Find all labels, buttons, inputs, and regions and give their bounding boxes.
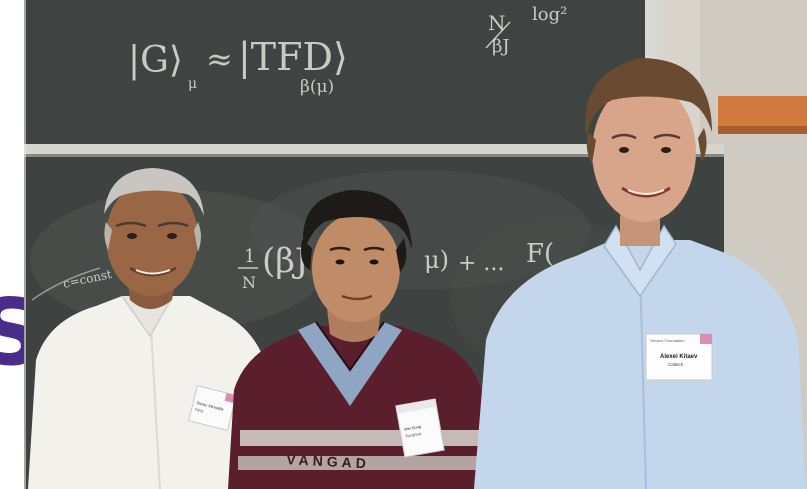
name-badge-middle: Wei Song Tsinghua [395, 398, 445, 458]
badge-right-title: Simons Foundation [650, 338, 684, 343]
badge-middle-line1: Wei Song [404, 424, 422, 432]
name-badge-left: Shiraz Minwalla TIFR [188, 385, 237, 431]
board-divider [24, 144, 724, 156]
badge-middle-line2: Tsinghua [405, 431, 422, 439]
badge-right-name: Alexei Kitaev [660, 354, 698, 360]
chalk-sub-mu: μ [188, 76, 197, 92]
badge-right-affil: Caltech [668, 362, 684, 367]
chalk-mu-term: μ) [424, 246, 449, 274]
badge-left-line2: TIFR [194, 407, 204, 414]
chalk-plus-term: + ... [458, 251, 504, 276]
chalk-frac-den: βJ [492, 36, 510, 57]
chalk-sub-beta: β(μ) [300, 77, 334, 97]
chalk-coef-num: 1 [244, 246, 255, 267]
chalk-ket-tfd: |TFD⟩ [238, 35, 348, 79]
chalk-paren-term: (βJ [262, 241, 309, 281]
person-right [474, 58, 806, 489]
chalk-f-term: F( [526, 239, 554, 269]
name-badge-right: Simons Foundation Alexei Kitaev Caltech [645, 333, 713, 381]
sweater-text: VANGAD [286, 451, 370, 471]
chalk-log: log² [532, 4, 567, 25]
chalk-ket-g: |G⟩ [128, 40, 183, 81]
chalk-approx: ≈ [206, 40, 233, 78]
person-left [28, 168, 276, 489]
chalk-coef-den: N [242, 273, 256, 292]
upper-chalkboard [24, 0, 657, 150]
chalk-frac-num: N [488, 11, 506, 35]
badge-left-line1: Shiraz Minwalla [196, 400, 225, 412]
orange-ledge [718, 96, 807, 126]
